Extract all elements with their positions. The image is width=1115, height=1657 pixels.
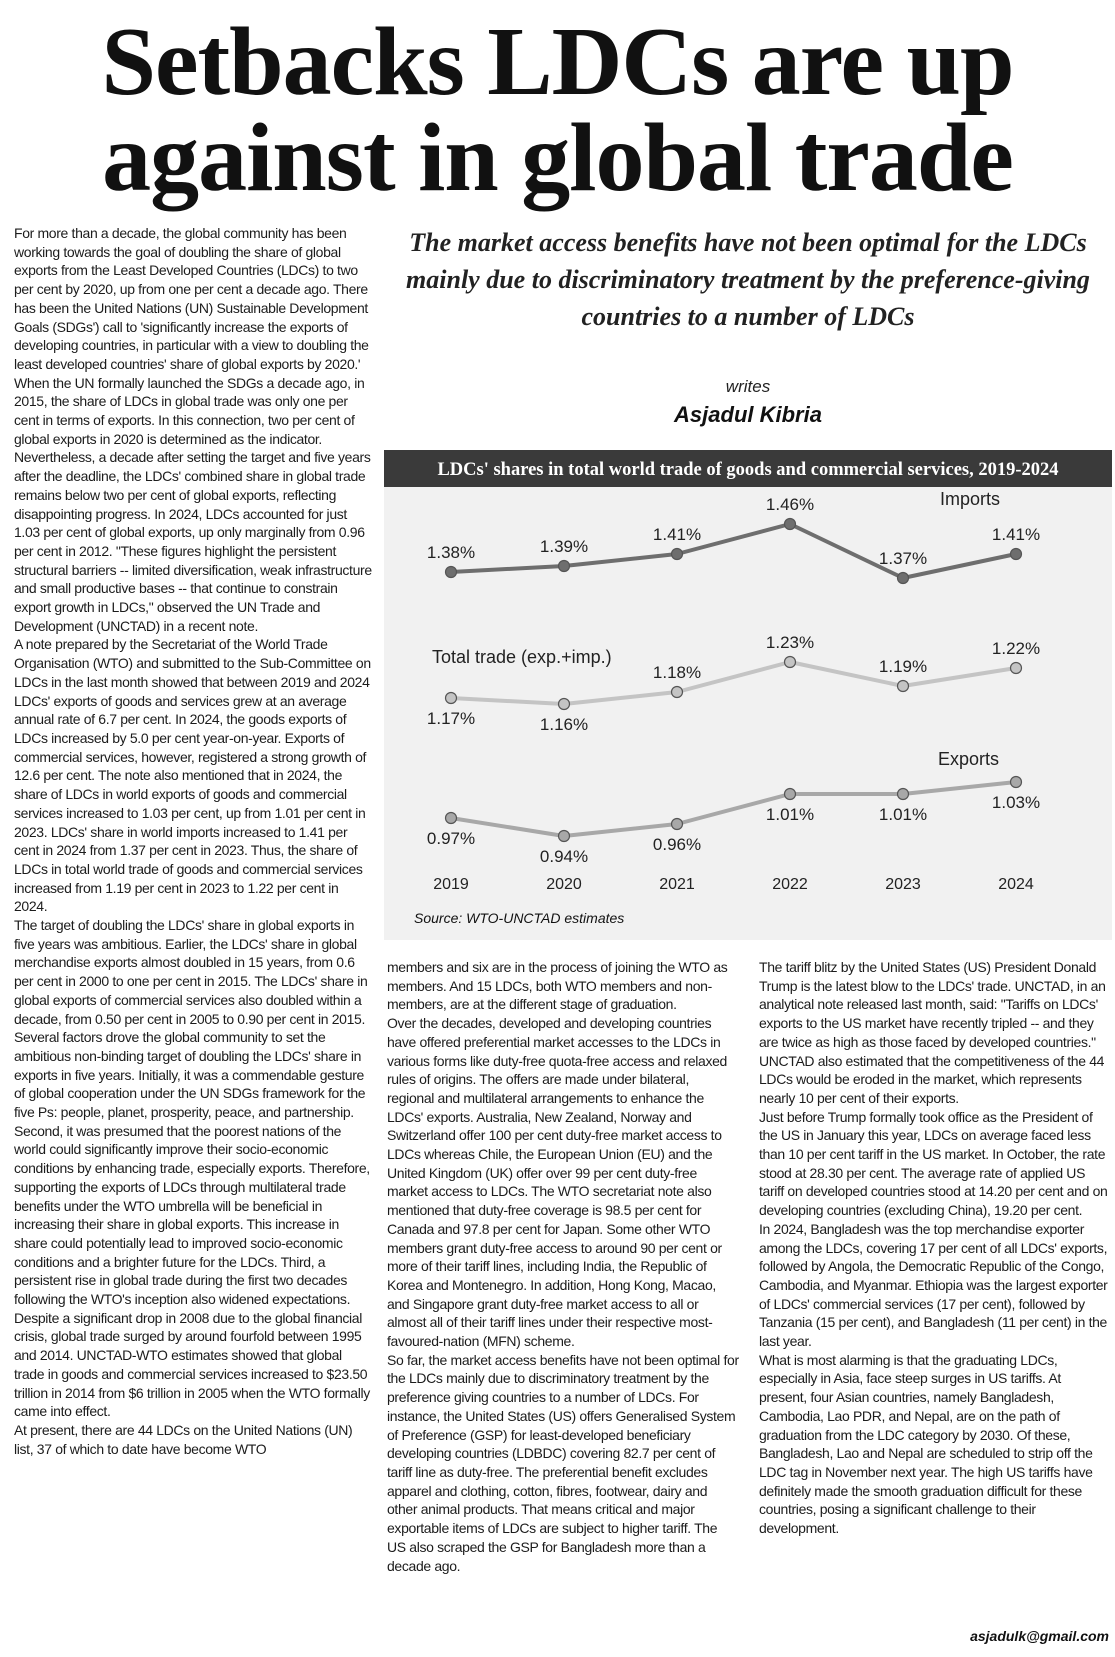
x-tick-label: 2022 bbox=[772, 876, 808, 893]
data-label: 1.22% bbox=[992, 639, 1040, 658]
data-point bbox=[783, 787, 797, 801]
x-tick-label: 2021 bbox=[659, 876, 695, 893]
headline-line-2: against in global trade bbox=[102, 104, 1014, 212]
data-point bbox=[783, 517, 797, 531]
data-point bbox=[444, 565, 458, 579]
paragraph: Nevertheless, a decade after setting the… bbox=[14, 449, 372, 634]
x-tick-label: 2023 bbox=[885, 876, 921, 893]
paragraph: members and six are in the process of jo… bbox=[387, 959, 728, 1013]
data-point bbox=[557, 829, 571, 843]
subheading: The market access benefits have not been… bbox=[406, 228, 1090, 331]
author-email: asjadulk@gmail.com bbox=[970, 1628, 1109, 1644]
series-name-label: Exports bbox=[938, 749, 999, 769]
byline-writes: writes bbox=[725, 377, 771, 396]
x-tick-label: 2020 bbox=[546, 876, 582, 893]
data-point bbox=[896, 571, 910, 585]
data-label: 0.97% bbox=[427, 829, 475, 848]
paragraph: In 2024, Bangladesh was the top merchand… bbox=[759, 1220, 1108, 1350]
data-point bbox=[444, 811, 458, 825]
data-label: 1.17% bbox=[427, 709, 475, 728]
series-line-2 bbox=[450, 780, 1017, 838]
paragraph: Over the decades, developed and developi… bbox=[387, 1015, 727, 1350]
data-point bbox=[1009, 547, 1023, 561]
data-label: 1.03% bbox=[992, 793, 1040, 812]
data-label: 1.23% bbox=[766, 633, 814, 652]
data-label: 1.16% bbox=[540, 715, 588, 734]
chart-title: LDCs' shares in total world trade of goo… bbox=[437, 460, 1058, 480]
data-point bbox=[444, 691, 458, 705]
data-label: 0.96% bbox=[653, 835, 701, 854]
data-label: 1.39% bbox=[540, 537, 588, 556]
series-name-label: Total trade (exp.+imp.) bbox=[432, 647, 612, 667]
headline: Setbacks LDCs are up against in global t… bbox=[0, 13, 1115, 207]
data-label: 1.37% bbox=[879, 549, 927, 568]
data-label: 1.38% bbox=[427, 543, 475, 562]
x-tick-label: 2024 bbox=[998, 876, 1034, 893]
paragraph: For more than a decade, the global commu… bbox=[14, 225, 369, 447]
headline-line-1: Setbacks LDCs are up bbox=[101, 8, 1014, 116]
data-label: 1.01% bbox=[879, 805, 927, 824]
chart-title-bar bbox=[384, 450, 1112, 487]
data-point bbox=[670, 817, 684, 831]
data-point bbox=[557, 697, 571, 711]
data-point bbox=[783, 655, 797, 669]
data-point bbox=[1009, 661, 1023, 675]
series-line-0 bbox=[450, 522, 1017, 580]
paragraph: A note prepared by the Secretariat of th… bbox=[14, 636, 371, 915]
data-label: 1.46% bbox=[766, 495, 814, 514]
series-name-label: Imports bbox=[940, 489, 1000, 509]
paragraph: So far, the market access benefits have … bbox=[387, 1351, 739, 1574]
paragraph: The target of doubling the LDCs' share i… bbox=[14, 917, 368, 1027]
data-point bbox=[557, 559, 571, 573]
data-point bbox=[670, 685, 684, 699]
article-column-middle: members and six are in the process of jo… bbox=[387, 958, 739, 1575]
data-label: 1.01% bbox=[766, 805, 814, 824]
data-label: 1.41% bbox=[992, 525, 1040, 544]
data-point bbox=[1009, 775, 1023, 789]
data-label: 1.41% bbox=[653, 525, 701, 544]
article-column-left: For more than a decade, the global commu… bbox=[14, 224, 374, 1458]
trade-share-chart: LDCs' shares in total world trade of goo… bbox=[384, 450, 1112, 940]
paragraph: Several factors drove the global communi… bbox=[14, 1029, 370, 1420]
chart-svg: LDCs' shares in total world trade of goo… bbox=[384, 450, 1112, 926]
paragraph: At present, there are 44 LDCs on the Uni… bbox=[14, 1422, 353, 1457]
series-line-1 bbox=[450, 660, 1017, 706]
byline-author: Asjadul Kibria bbox=[674, 402, 822, 427]
x-tick-label: 2019 bbox=[433, 876, 469, 893]
paragraph: Just before Trump formally took office a… bbox=[759, 1108, 1108, 1219]
data-point bbox=[896, 679, 910, 693]
paragraph: The tariff blitz by the United States (U… bbox=[759, 959, 1106, 1106]
data-label: 0.94% bbox=[540, 847, 588, 866]
chart-source: Source: WTO-UNCTAD estimates bbox=[414, 910, 624, 926]
data-label: 1.19% bbox=[879, 657, 927, 676]
data-point bbox=[670, 547, 684, 561]
data-point bbox=[896, 787, 910, 801]
data-label: 1.18% bbox=[653, 663, 701, 682]
paragraph: What is most alarming is that the gradua… bbox=[759, 1351, 1093, 1537]
article-column-right: The tariff blitz by the United States (U… bbox=[759, 958, 1111, 1538]
